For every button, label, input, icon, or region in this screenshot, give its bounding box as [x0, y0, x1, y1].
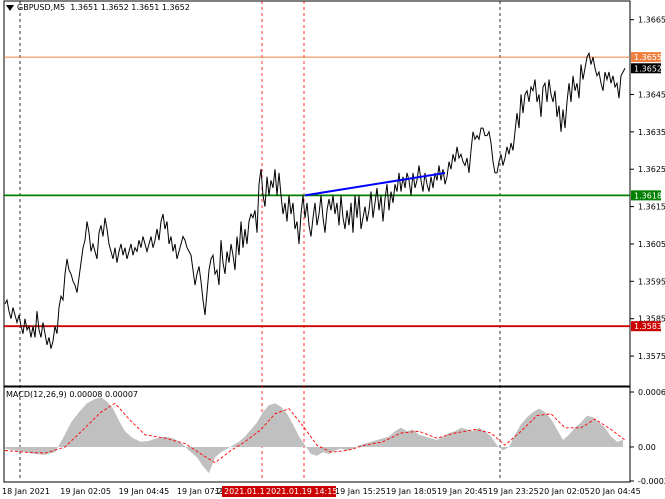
price-tick-label-4: 1.3615 — [638, 203, 665, 212]
price-tick-label-1: 1.3645 — [638, 90, 665, 99]
price-tick-label-3: 1.3625 — [638, 165, 665, 174]
price-tick-label-0: 1.3665 — [638, 16, 665, 25]
time-label-2: 19 Jan 04:45 — [119, 487, 170, 496]
time-highlight-bg-1 — [264, 486, 336, 497]
green-price-badge — [631, 190, 661, 201]
price-axis: 1.3665 1.3645 1.3635 1.3625 1.3615 1.3605 1.35… — [630, 16, 665, 361]
ohlc-values: 1.3651 1.3652 1.3651 1.3652 — [70, 3, 190, 12]
red-price-badge-label: 1.3583 — [634, 322, 662, 331]
dropdown-triangle-icon[interactable] — [6, 4, 14, 11]
macd-axis: 0.00063 0.00 -0.00039 — [630, 388, 665, 486]
macd-histogram — [5, 397, 623, 474]
price-tick-label-2: 1.3635 — [638, 128, 665, 137]
macd-tick-label-2: -0.00039 — [638, 477, 665, 486]
time-label-0: 18 Jan 2021 — [2, 487, 50, 496]
time-label-5: 19 Jan 15:25 — [335, 487, 386, 496]
vertical-markers — [19, 1, 501, 481]
macd-tick-label-0: 0.00063 — [638, 388, 665, 397]
time-highlight-bg-0 — [222, 486, 264, 497]
orange-price-badge — [631, 52, 661, 63]
price-tick-label-8: 1.3575 — [638, 352, 665, 361]
time-highlight-label-1: 2021.01.19 14:15 — [266, 487, 337, 496]
red-price-badge — [631, 321, 661, 332]
time-highlight-label-0: 2021.01.19 12:00 — [224, 487, 295, 496]
price-series-line — [4, 51, 626, 349]
time-label-1: 19 Jan 02:05 — [60, 487, 111, 496]
time-label-10: 20 Jan 04:45 — [590, 487, 641, 496]
macd-indicator — [4, 397, 626, 474]
time-axis: 18 Jan 2021 19 Jan 02:05 19 Jan 04:45 19 Ja… — [2, 486, 641, 497]
time-label-7: 19 Jan 20:45 — [437, 487, 488, 496]
chart-header: GBPUSD,M5 1.3651 1.3652 1.3651 1.3652 — [6, 3, 190, 12]
macd-label: MACD(12,26,9) — [6, 390, 67, 399]
orange-price-badge-label: 1.3655 — [634, 53, 662, 62]
time-label-9: 20 Jan 02:05 — [539, 487, 590, 496]
current-price-badge — [631, 63, 661, 74]
price-tick-label-7: 1.3585 — [638, 315, 665, 324]
macd-signal-line — [4, 402, 626, 464]
current-price-badge-label: 1.3652 — [634, 64, 662, 73]
horizontal-levels — [4, 56, 630, 328]
trend-line[interactable] — [304, 171, 446, 197]
green-price-badge-label: 1.3618 — [634, 191, 662, 200]
time-label-3: 19 Jan 07:25 — [177, 487, 228, 496]
macd-values: 0.00008 0.00007 — [69, 390, 139, 399]
macd-header: MACD(12,26,9) 0.00008 0.00007 — [6, 390, 138, 399]
price-tick-label-6: 1.3595 — [638, 277, 665, 286]
price-tick-label-5: 1.3605 — [638, 240, 665, 249]
time-label-6: 19 Jan 18:05 — [386, 487, 437, 496]
time-label-8: 19 Jan 23:25 — [488, 487, 539, 496]
macd-tick-label-1: 0.00 — [638, 443, 656, 452]
symbol-label: GBPUSD,M5 — [17, 3, 66, 12]
